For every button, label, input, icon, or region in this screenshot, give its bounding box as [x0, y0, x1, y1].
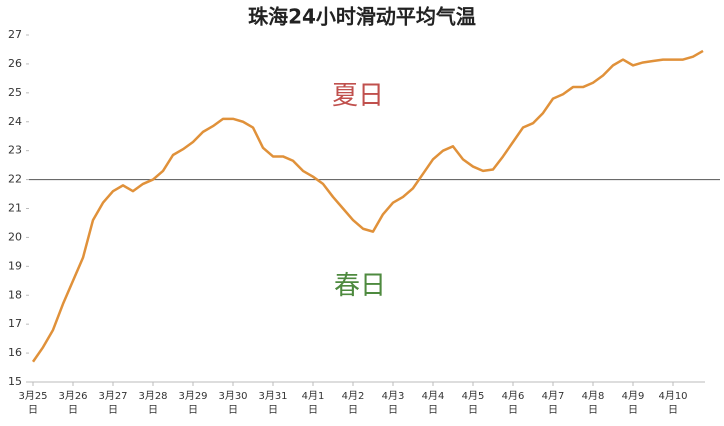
y-tick-label: 18: [8, 288, 22, 301]
y-tick-label: 20: [8, 230, 22, 243]
chart-title: 珠海24小时滑动平均气温: [248, 5, 476, 29]
x-tick-label: 3月25日: [18, 391, 48, 416]
x-tick-label: 3月28日: [138, 391, 168, 416]
x-tick-label: 4月7日: [541, 391, 565, 416]
x-tick-label: 4月5日: [461, 391, 485, 416]
x-tick-label: 4月3日: [381, 391, 405, 416]
y-tick-label: 24: [8, 115, 22, 128]
y-tick-label: 16: [8, 346, 22, 359]
x-tick-label: 4月2日: [341, 391, 365, 416]
x-tick-label: 4月1日: [301, 391, 325, 416]
x-tick-label: 4月4日: [421, 391, 445, 416]
x-tick-label: 3月29日: [178, 391, 208, 416]
y-tick-label: 22: [8, 173, 22, 186]
x-tick-label: 3月27日: [98, 391, 128, 416]
y-tick-label: 26: [8, 57, 22, 70]
y-tick-label: 21: [8, 202, 22, 215]
annotation: 春日: [334, 271, 386, 301]
x-tick-label: 4月10日: [658, 391, 688, 416]
y-tick-label: 15: [8, 375, 22, 388]
x-tick-label: 4月8日: [581, 391, 605, 416]
x-tick-label: 4月9日: [621, 391, 645, 416]
data-line: [31, 49, 704, 363]
annotation: 夏日: [332, 81, 384, 111]
x-tick-label: 3月26日: [58, 391, 88, 416]
x-tick-label: 3月31日: [258, 391, 288, 416]
y-tick-label: 17: [8, 317, 22, 330]
y-tick-label: 23: [8, 144, 22, 157]
x-tick-label: 4月6日: [501, 391, 525, 416]
y-tick-label: 27: [8, 28, 22, 41]
x-tick-label: 3月30日: [218, 391, 248, 416]
y-tick-label: 25: [8, 86, 22, 99]
y-tick-label: 19: [8, 259, 22, 272]
